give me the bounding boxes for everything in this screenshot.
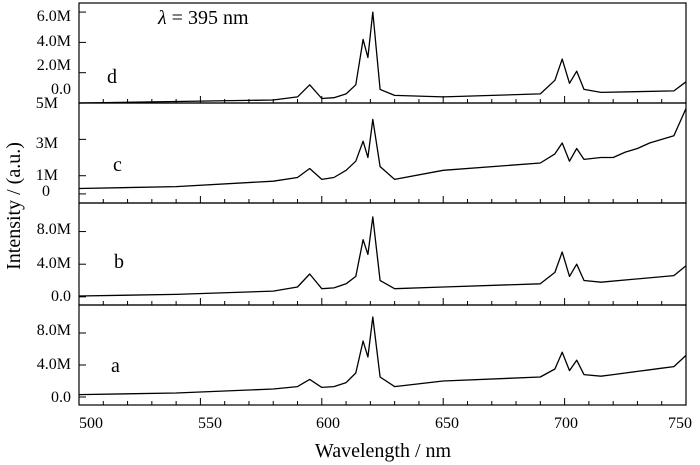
y-tick-label: 6.0M <box>37 8 71 25</box>
x-tick-label: 600 <box>316 415 340 432</box>
panel-a-y-ticks: 0.0 4.0M 8.0M <box>37 322 71 406</box>
y-axis-title: Intensity / (a.u.) <box>3 142 25 270</box>
excitation-annotation: λ = 395 nm <box>157 7 249 29</box>
x-tick-label: 700 <box>554 415 578 432</box>
panel-frame-c <box>78 102 687 204</box>
y-tick-label: 0.0 <box>51 389 71 406</box>
panel-b: b 0.0 4.0M 8.0M <box>37 221 124 305</box>
panel-b-y-ticks: 0.0 4.0M 8.0M <box>37 221 71 305</box>
panel-d: d λ = 395 nm 0.0 2.0M 4.0M 6.0M <box>37 7 249 98</box>
y-tick-label: 8.0M <box>37 322 71 339</box>
y-tick-label: 4.0M <box>37 255 71 272</box>
spectrum-line-b <box>78 216 687 297</box>
panel-a: a 0.0 4.0M 8.0M <box>37 322 120 406</box>
panel-d-y-ticks: 0.0 2.0M 4.0M 6.0M <box>37 8 71 98</box>
spectrum-line-d <box>78 11 687 104</box>
panel-frame-b <box>78 202 687 306</box>
y-tick-label: 4.0M <box>37 33 71 50</box>
y-tick-label: 4.0M <box>37 356 71 373</box>
plot-layer <box>78 2 687 406</box>
x-tick-label: 500 <box>79 415 103 432</box>
panel-label-d: d <box>107 66 117 88</box>
y-tick-label: 8.0M <box>37 221 71 238</box>
y-tick-label: 3M <box>36 135 58 152</box>
y-tick-label: 0.0 <box>51 288 71 305</box>
panel-c-y-ticks: 0 1M 3M 5M <box>36 95 58 200</box>
panel-label-b: b <box>114 251 124 273</box>
panel-c: c 0 1M 3M 5M <box>36 95 122 200</box>
x-tick-label: 550 <box>198 415 222 432</box>
y-tick-label: 0 <box>42 183 50 200</box>
x-axis-ticks: 500 550 600 650 700 750 <box>79 415 692 432</box>
spectrum-line-a <box>78 316 687 396</box>
y-tick-label: 0.0 <box>51 81 71 98</box>
y-tick-label: 5M <box>36 95 58 112</box>
panel-label-c: c <box>113 154 122 176</box>
x-tick-label: 750 <box>668 415 692 432</box>
x-tick-label: 650 <box>435 415 459 432</box>
panel-label-a: a <box>111 355 120 377</box>
spectrum-line-c <box>78 108 687 190</box>
y-tick-label: 2.0M <box>37 57 71 74</box>
x-axis-title: Wavelength / nm <box>315 440 452 462</box>
panel-frame-a <box>78 304 687 406</box>
y-tick-label: 1M <box>36 167 58 184</box>
